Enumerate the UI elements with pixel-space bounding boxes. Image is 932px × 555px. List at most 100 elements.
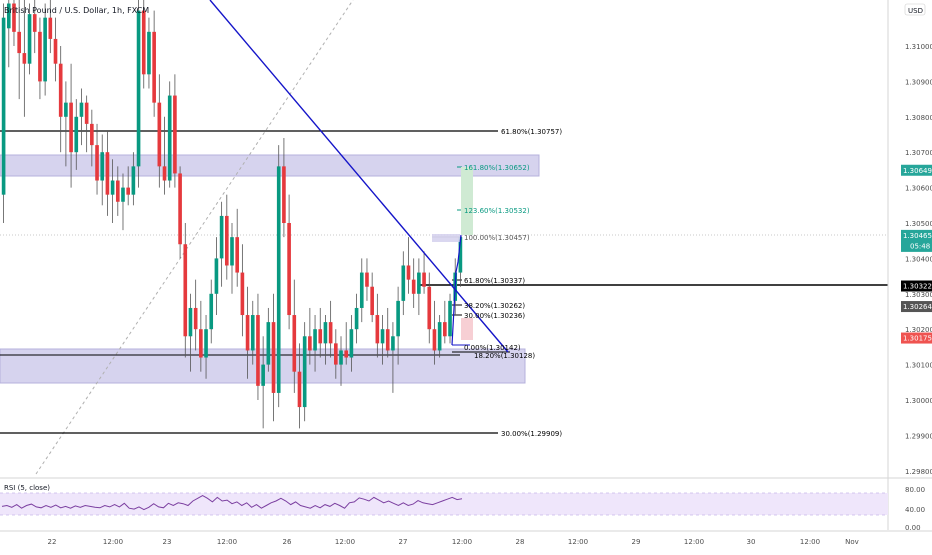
price-badge bbox=[901, 301, 932, 313]
candle-body bbox=[417, 272, 421, 294]
candle-body bbox=[266, 322, 271, 365]
candle-body bbox=[308, 336, 312, 351]
candle-body bbox=[302, 336, 307, 408]
candle-body bbox=[443, 322, 447, 337]
candle-body bbox=[427, 286, 432, 330]
candle-body bbox=[110, 180, 115, 195]
time-label: 12:00 bbox=[335, 538, 355, 546]
candle-body bbox=[224, 215, 229, 266]
candle-body bbox=[147, 31, 151, 75]
candle-body bbox=[432, 329, 437, 351]
rsi-band bbox=[0, 493, 888, 515]
candle-body bbox=[79, 102, 84, 117]
candle-body bbox=[328, 322, 333, 344]
projection-path[interactable] bbox=[451, 234, 462, 346]
currency-label: USD bbox=[908, 7, 923, 15]
candle-body bbox=[406, 265, 411, 280]
price-badge-label: 1.30264 bbox=[903, 303, 932, 311]
candle-body bbox=[126, 187, 130, 195]
price-badge-label: 1.30322 bbox=[903, 283, 932, 291]
candle-body bbox=[437, 322, 442, 351]
candle-body bbox=[43, 17, 47, 82]
candle-body bbox=[100, 152, 105, 181]
time-label: Nov bbox=[845, 538, 859, 546]
price-badge-label: 1.30175 bbox=[903, 335, 932, 343]
time-label: 12:00 bbox=[103, 538, 123, 546]
time-label: 12:00 bbox=[800, 538, 820, 546]
candle-body bbox=[1, 17, 6, 195]
price-badges: 1.30649 1.30465 05:48 1.30322 1.30264 1.30175 bbox=[901, 164, 932, 344]
currency-badge[interactable] bbox=[904, 3, 926, 16]
price-tick-label: 1.30600 bbox=[905, 185, 932, 193]
fib-label-161-8: 161.80%(1.30652) bbox=[464, 164, 530, 172]
candle-body bbox=[6, 3, 11, 29]
candle-body bbox=[48, 17, 53, 39]
fib-label-61-8: 61.80%(1.30337) bbox=[464, 277, 525, 285]
candle-body bbox=[396, 300, 400, 337]
candle-body bbox=[69, 102, 73, 153]
candle-body bbox=[349, 329, 354, 358]
rsi-line bbox=[1, 495, 463, 511]
candle-body bbox=[115, 180, 120, 202]
price-tick-label: 1.30100 bbox=[905, 362, 932, 370]
price-badge bbox=[901, 332, 932, 344]
time-label: 22 bbox=[48, 538, 57, 546]
rsi-tick-40: 40.00 bbox=[905, 506, 925, 514]
price-tick-label: 1.30400 bbox=[905, 255, 932, 263]
candle-body bbox=[344, 350, 349, 358]
time-label: 12:00 bbox=[684, 538, 704, 546]
candle-body bbox=[339, 350, 343, 365]
candle-body bbox=[22, 53, 27, 64]
fib-100-box[interactable] bbox=[432, 234, 460, 242]
candle-body bbox=[173, 95, 177, 174]
candle-body bbox=[297, 371, 302, 408]
candle-body bbox=[84, 102, 89, 124]
candle-body bbox=[141, 10, 146, 75]
candle-body bbox=[199, 329, 203, 358]
candle-body bbox=[359, 272, 364, 308]
candle-body bbox=[136, 10, 141, 167]
dashed-trendline[interactable] bbox=[35, 0, 354, 475]
fib-label-30-lower: 30.00%(1.29909) bbox=[501, 430, 562, 438]
time-label: 26 bbox=[283, 538, 292, 546]
price-tick-label: 1.30800 bbox=[905, 114, 932, 122]
candle-body bbox=[380, 329, 385, 344]
candle-body bbox=[411, 279, 416, 294]
candle-body bbox=[287, 223, 291, 316]
time-label: 27 bbox=[399, 538, 408, 546]
time-labels: 22 12:00 23 12:00 26 12:00 27 12:00 28 12:00 29 12:… bbox=[48, 538, 859, 546]
stop-box[interactable] bbox=[461, 318, 473, 340]
rsi-tick-0: 0.00 bbox=[905, 524, 921, 532]
candle-body bbox=[152, 31, 156, 103]
time-label: 12:00 bbox=[217, 538, 237, 546]
candle-body bbox=[27, 14, 32, 64]
candle-body bbox=[209, 293, 214, 330]
candle-body bbox=[448, 300, 452, 337]
candle-body bbox=[370, 286, 374, 316]
fib-label-123-6: 123.60%(1.30532) bbox=[464, 207, 530, 215]
target-box[interactable] bbox=[461, 167, 473, 235]
rsi-tick-80: 80.00 bbox=[905, 486, 925, 494]
candle-body bbox=[162, 166, 167, 181]
candle-body bbox=[422, 272, 426, 287]
candle-body bbox=[401, 265, 406, 301]
candle-body bbox=[219, 215, 224, 259]
candle-body bbox=[240, 272, 245, 316]
candle-body bbox=[292, 315, 297, 372]
candle-body bbox=[183, 244, 188, 337]
time-label: 12:00 bbox=[452, 538, 472, 546]
candle-body bbox=[193, 307, 198, 330]
supply-zone[interactable] bbox=[0, 154, 540, 177]
candle-body bbox=[157, 102, 162, 167]
descending-trendline[interactable] bbox=[209, 0, 509, 353]
time-label: 30 bbox=[747, 538, 756, 546]
price-tick-label: 1.30700 bbox=[905, 149, 932, 157]
candles bbox=[1, 0, 463, 429]
candle-body bbox=[121, 187, 125, 202]
price-badge bbox=[901, 280, 932, 292]
candle-body bbox=[276, 166, 281, 393]
price-tick-label: 1.30500 bbox=[905, 220, 932, 228]
candle-body bbox=[391, 336, 395, 351]
